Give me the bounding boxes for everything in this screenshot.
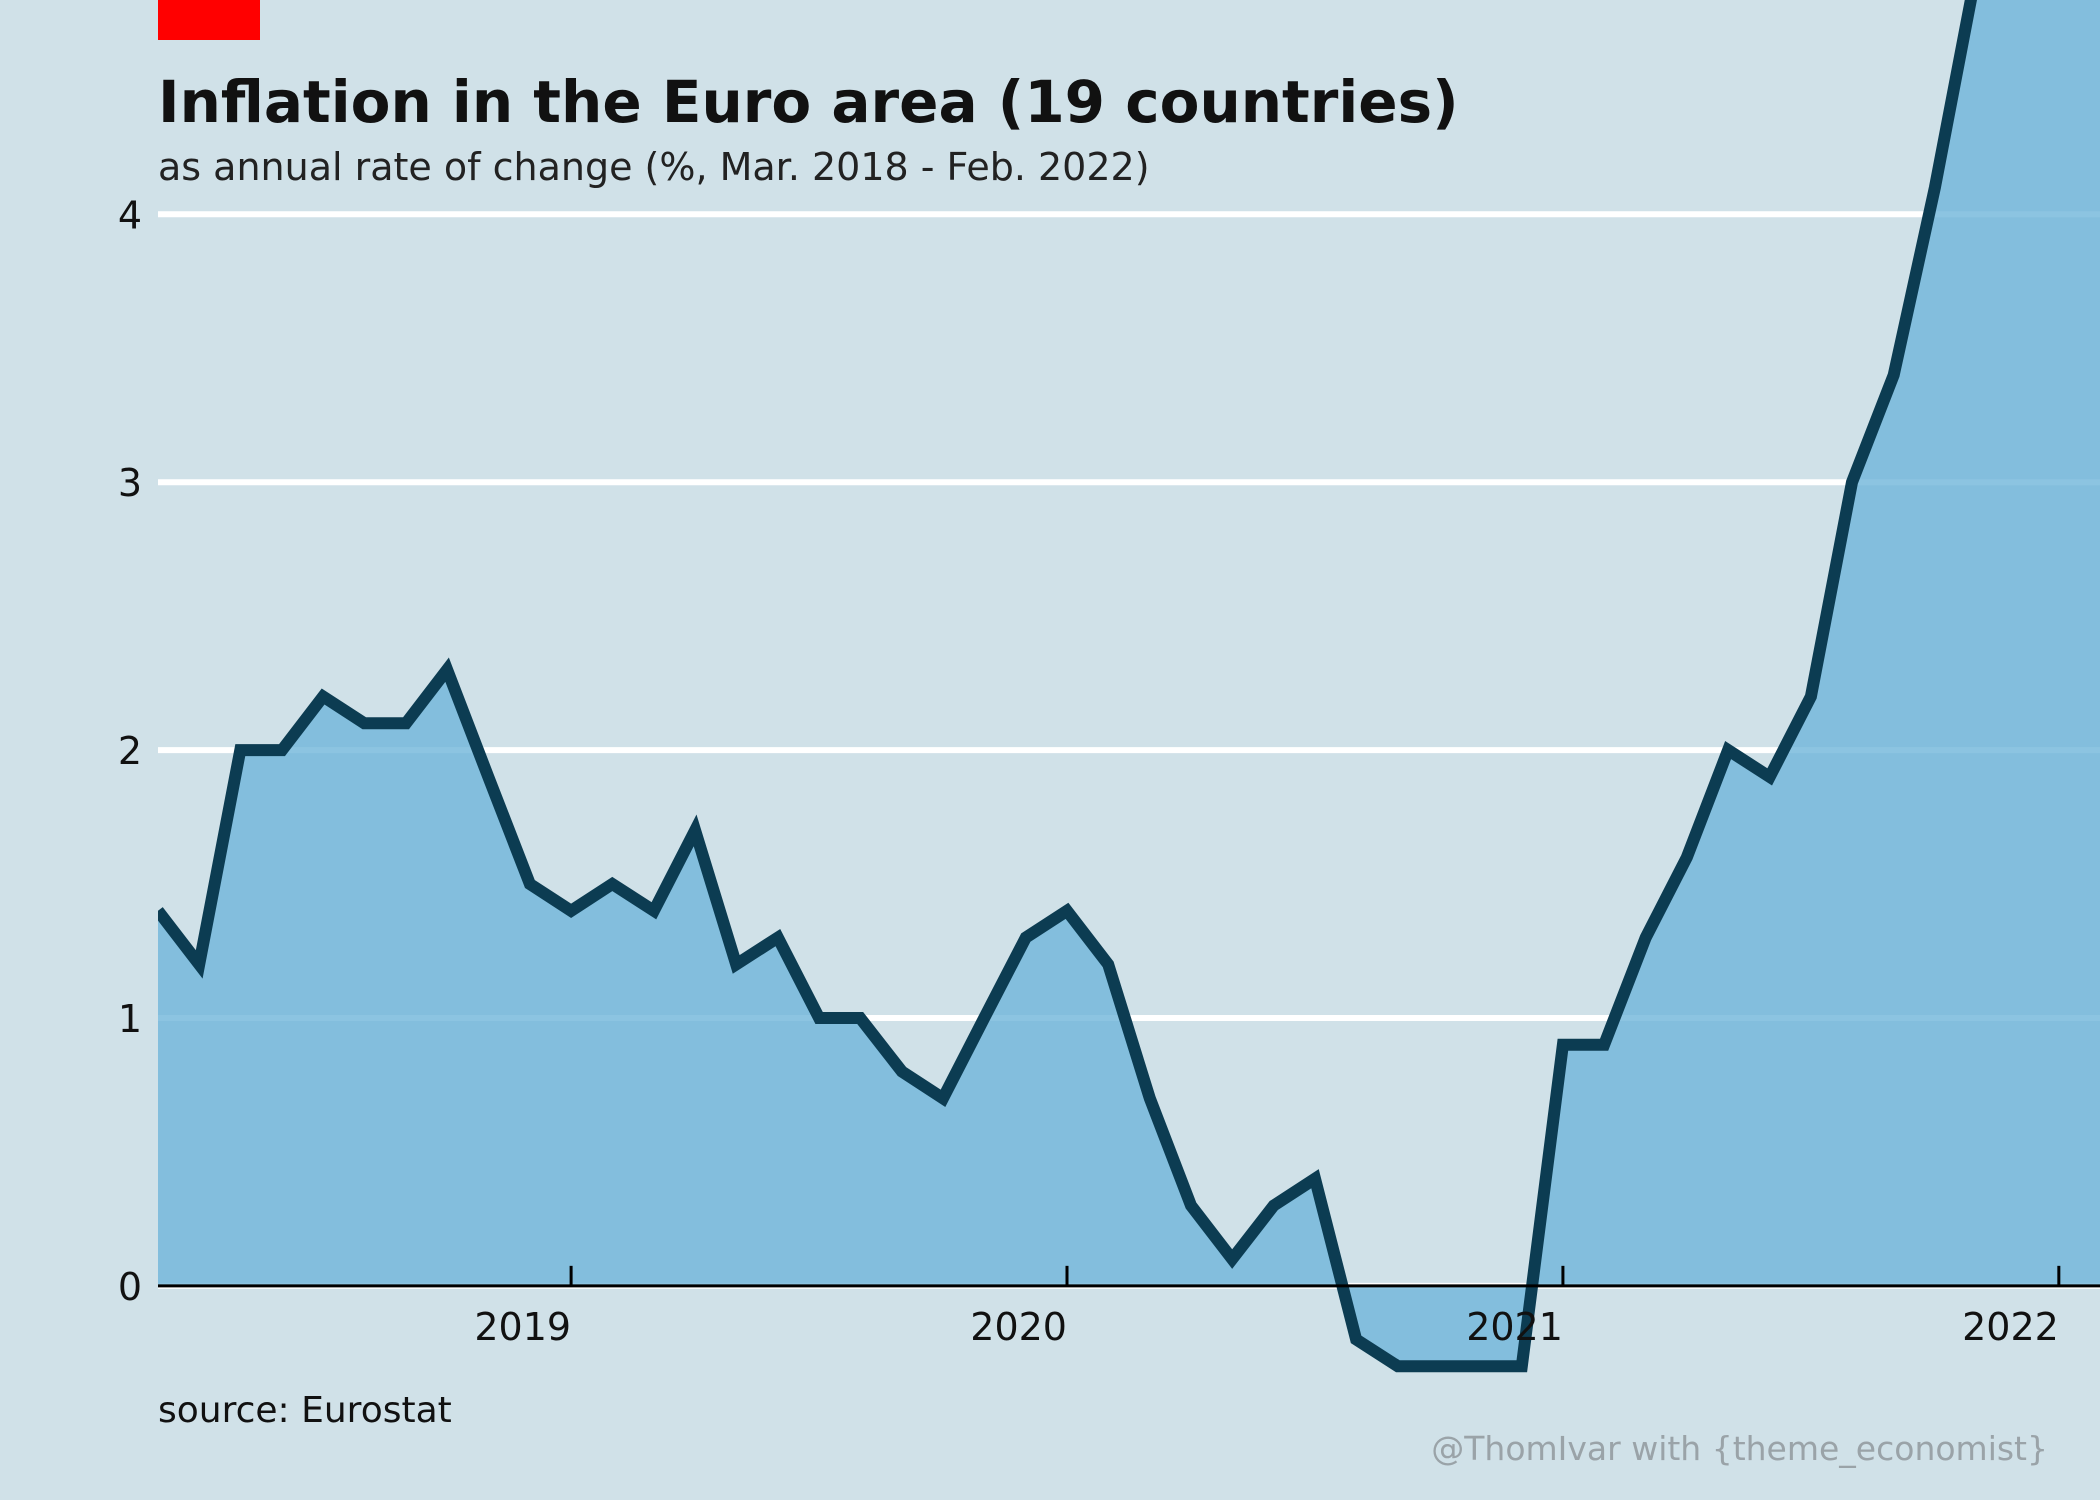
- line: [158, 0, 1977, 1373]
- x-tick-label: 2021: [1466, 1305, 1563, 1349]
- x-tick-label: 2019: [474, 1305, 571, 1349]
- chart-subtitle: as annual rate of change (%, Mar. 2018 -…: [158, 145, 1150, 189]
- y-tick-label: 3: [118, 461, 142, 505]
- y-tick-label: 1: [118, 997, 142, 1041]
- y-tick-label: 2: [118, 729, 142, 773]
- source-note: source: Eurostat: [158, 1390, 452, 1431]
- x-tick-label: 2022: [1962, 1305, 2059, 1349]
- credit-note: @ThomIvar with {theme_economist}: [1431, 1429, 2048, 1468]
- x-tick-label: 2020: [970, 1305, 1067, 1349]
- y-tick-label: 0: [118, 1265, 142, 1309]
- plot-area: [158, 0, 2100, 1373]
- brand-mark: [158, 0, 260, 40]
- y-tick-label: 4: [118, 193, 142, 237]
- chart-title: Inflation in the Euro area (19 countries…: [158, 68, 1459, 136]
